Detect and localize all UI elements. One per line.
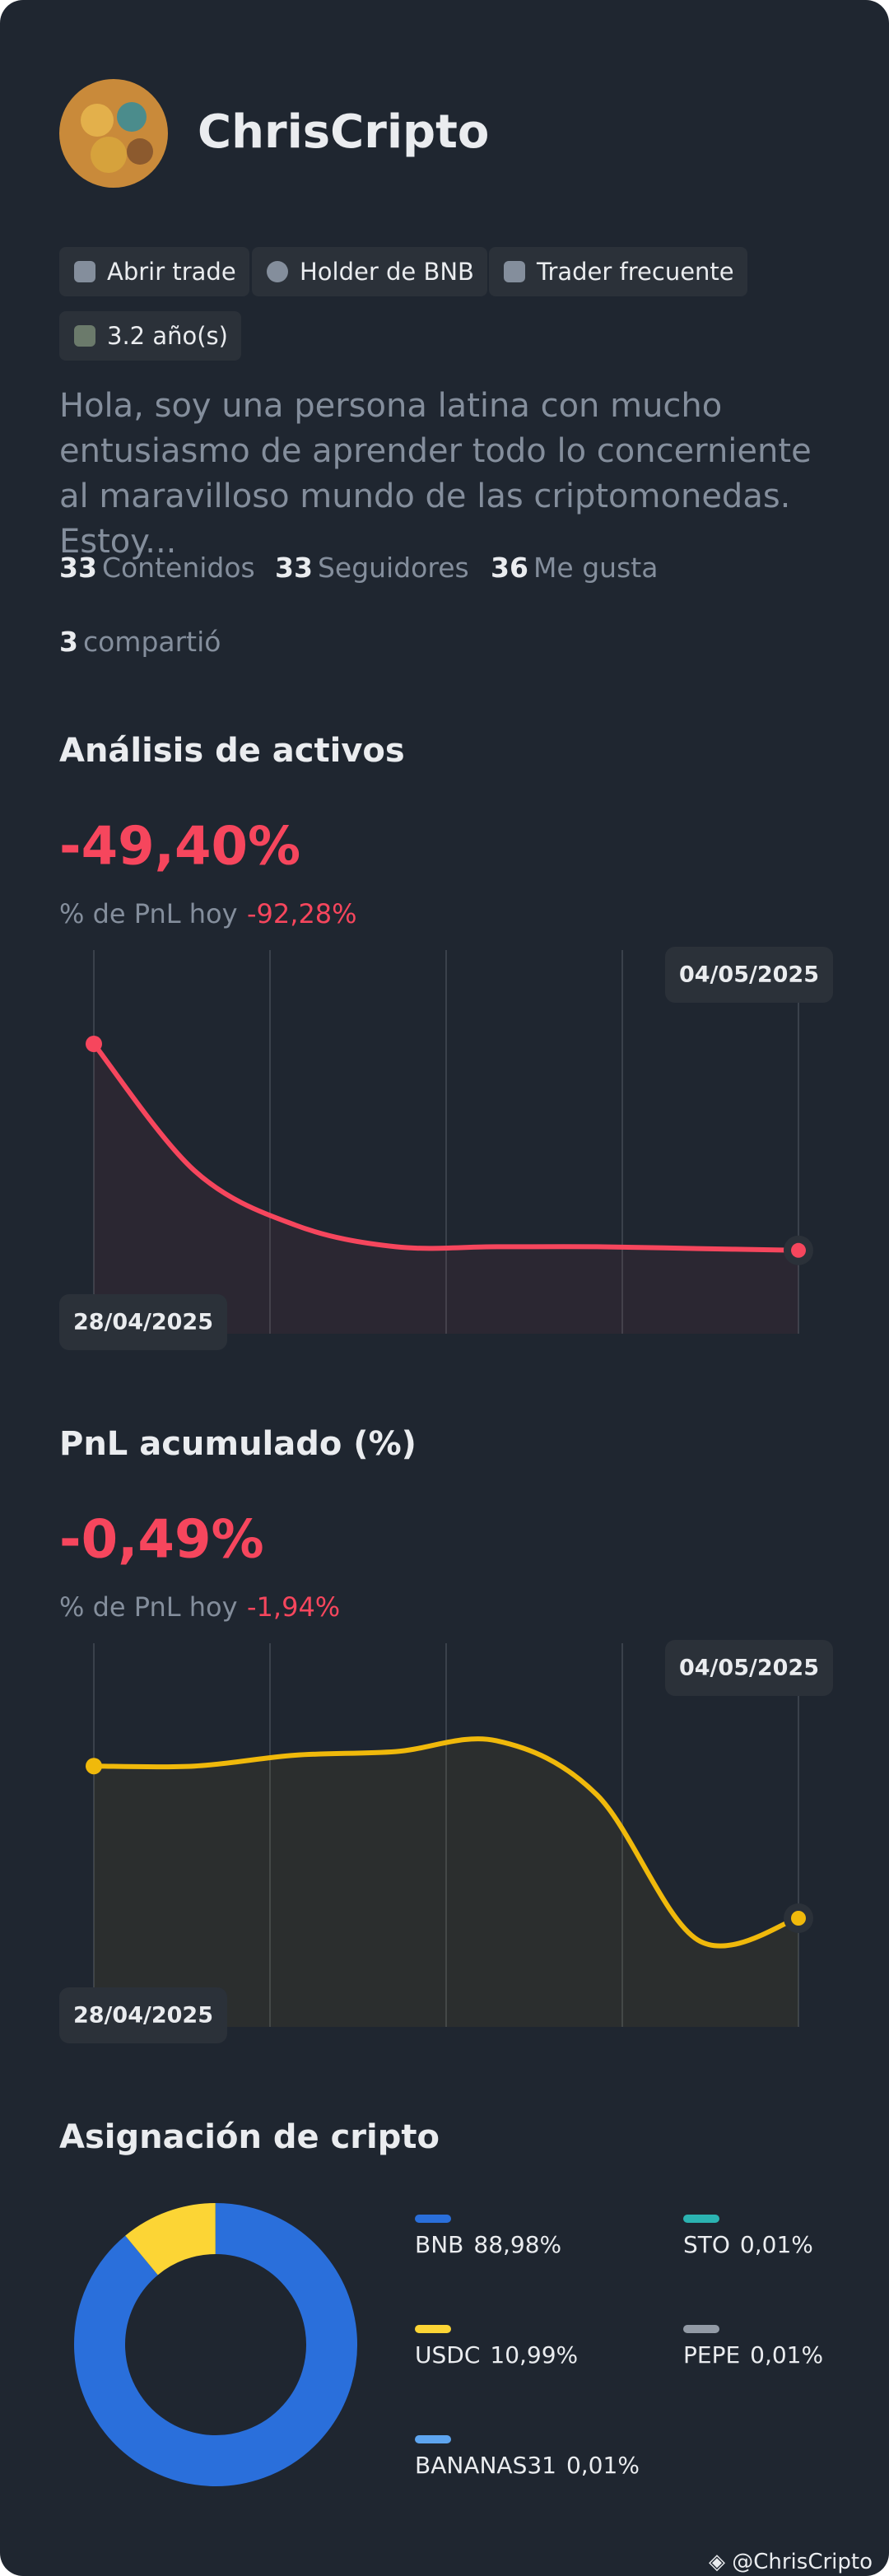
tooltip-date: 28/04/2025 <box>73 2003 213 2029</box>
tooltip-box <box>665 947 833 1003</box>
badge: Trader frecuente <box>489 247 747 296</box>
donut-segment <box>74 2203 357 2486</box>
area <box>94 1739 798 2027</box>
user-name: ChrisCripto <box>198 105 490 159</box>
end-point <box>791 1911 806 1926</box>
tooltip-box <box>59 1987 227 2043</box>
legend-value: 0,01% <box>750 2341 823 2369</box>
date-tooltip: 28/04/2025 <box>59 1987 227 2043</box>
legend-value: 10,99% <box>490 2341 578 2369</box>
legend-value: 0,01% <box>566 2452 640 2479</box>
date-tooltip: 04/05/2025 <box>665 947 833 1003</box>
legend-name: USDC <box>415 2341 480 2369</box>
legend-swatch <box>683 2325 719 2333</box>
bio: Hola, soy una persona latina con mucho e… <box>59 387 812 561</box>
start-point <box>86 1758 102 1775</box>
stat[interactable]: 33 Contenidos <box>59 552 255 584</box>
legend-name: STO <box>683 2231 730 2258</box>
avatar <box>59 79 168 188</box>
date-tooltip: 04/05/2025 <box>665 1640 833 1696</box>
section-title: Asignación de cripto <box>59 2118 440 2156</box>
badge: 3.2 año(s) <box>59 311 241 361</box>
legend-name: BNB <box>415 2231 463 2258</box>
badge: Holder de BNB <box>252 247 487 296</box>
legend-label: USDC 10,99% <box>415 2341 578 2369</box>
footer: ◈ @ChrisCripto <box>708 2550 873 2574</box>
legend-value: 0,01% <box>740 2231 813 2258</box>
stat[interactable]: 33 Seguidores <box>275 552 469 584</box>
line <box>93 1736 799 1949</box>
pnl-today: -1,94% <box>247 1591 340 1623</box>
pnl-value: -49,40% <box>59 817 300 878</box>
legend-name: BANANAS31 <box>415 2452 556 2479</box>
tooltip-date: 28/04/2025 <box>73 1310 213 1335</box>
legend-name: PEPE <box>683 2341 740 2369</box>
end-point <box>791 1242 806 1258</box>
area <box>94 1044 798 1334</box>
legend-swatch <box>683 2215 719 2223</box>
badge: Abrir trade <box>59 247 249 296</box>
legend-label: PEPE 0,01% <box>683 2341 823 2369</box>
donut-segment <box>125 2203 216 2276</box>
line <box>91 1042 799 1253</box>
pnl-label: % de PnL hoy <box>59 898 238 929</box>
legend-label: BANANAS31 0,01% <box>415 2452 640 2479</box>
section-title: PnL acumulado (%) <box>59 1425 417 1463</box>
pnl-value: -0,49% <box>59 1510 264 1571</box>
legend-label: BNB 88,98% <box>415 2231 561 2258</box>
legend-swatch <box>415 2325 451 2333</box>
legend-swatch <box>415 2435 451 2443</box>
stat[interactable]: 36 Me gusta <box>491 552 659 584</box>
date-tooltip: 28/04/2025 <box>59 1294 227 1350</box>
tooltip-box <box>665 1640 833 1696</box>
legend-value: 88,98% <box>473 2231 561 2258</box>
tooltip-box <box>59 1294 227 1350</box>
pnl-today: -92,28% <box>247 898 357 929</box>
section-title: Análisis de activos <box>59 732 405 770</box>
legend-label: STO 0,01% <box>683 2231 813 2258</box>
pnl-label: % de PnL hoy <box>59 1591 238 1623</box>
tooltip-date: 04/05/2025 <box>679 962 819 988</box>
charts: Análisis de activos -49,40% % de PnL hoy -9… <box>59 732 833 2486</box>
stat[interactable]: 3 compartió <box>59 626 221 658</box>
tooltip-date: 04/05/2025 <box>679 1656 819 1681</box>
start-point <box>86 1036 102 1052</box>
legend-swatch <box>415 2215 451 2223</box>
